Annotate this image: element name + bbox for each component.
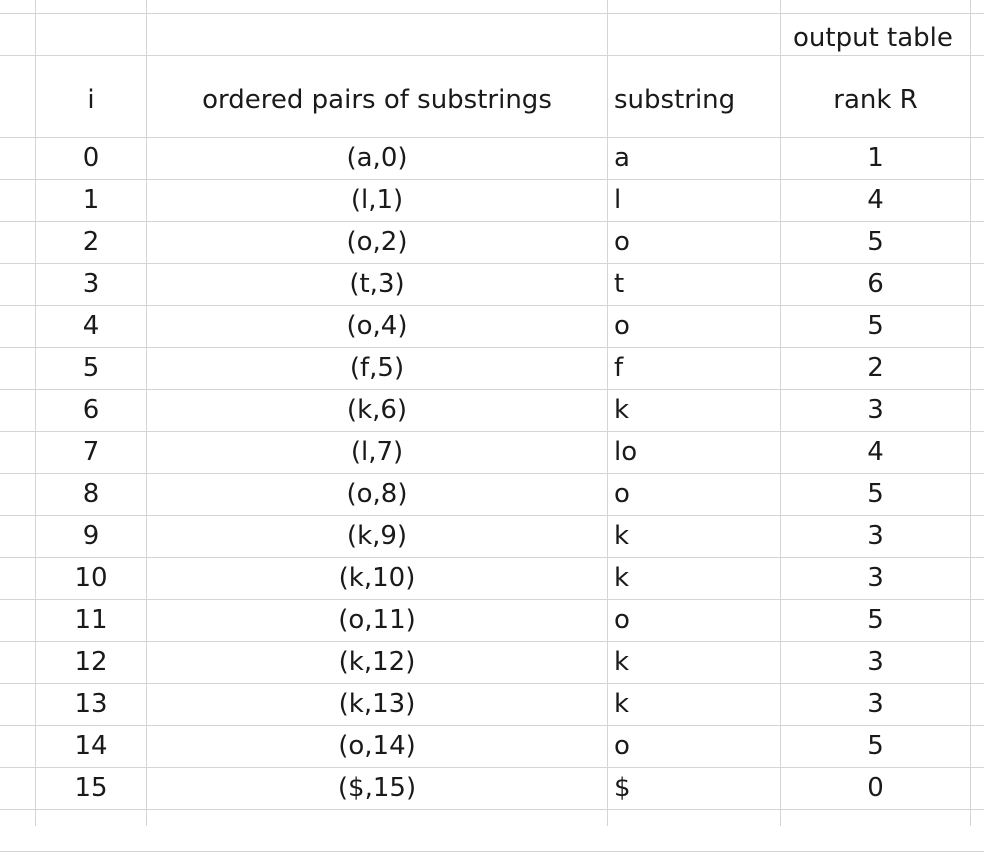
header-substring: substring bbox=[614, 87, 735, 113]
substring-cell: o bbox=[614, 229, 630, 255]
rank-cell: 6 bbox=[781, 271, 970, 297]
ordered-pair-cell: ($,15) bbox=[147, 775, 607, 801]
row-index-cell: 8 bbox=[36, 481, 146, 507]
grid-row-line bbox=[0, 347, 984, 348]
row-index-cell: 1 bbox=[36, 187, 146, 213]
rank-cell: 5 bbox=[781, 481, 970, 507]
grid-row-line bbox=[0, 557, 984, 558]
grid-column-line bbox=[970, 0, 971, 826]
rank-cell: 3 bbox=[781, 523, 970, 549]
substring-cell: o bbox=[614, 607, 630, 633]
row-index-cell: 11 bbox=[36, 607, 146, 633]
row-index-cell: 0 bbox=[36, 145, 146, 171]
row-index-cell: 15 bbox=[36, 775, 146, 801]
grid-row-line bbox=[0, 767, 984, 768]
row-index-cell: 3 bbox=[36, 271, 146, 297]
rank-cell: 5 bbox=[781, 733, 970, 759]
grid-row-line bbox=[0, 137, 984, 138]
row-index-cell: 4 bbox=[36, 313, 146, 339]
grid-row-line bbox=[0, 389, 984, 390]
substring-cell: k bbox=[614, 397, 629, 423]
row-index-cell: 5 bbox=[36, 355, 146, 381]
row-index-cell: 14 bbox=[36, 733, 146, 759]
substring-cell: o bbox=[614, 313, 630, 339]
substring-cell: a bbox=[614, 145, 630, 171]
rank-cell: 4 bbox=[781, 187, 970, 213]
ordered-pair-cell: (k,6) bbox=[147, 397, 607, 423]
substring-cell: k bbox=[614, 691, 629, 717]
grid-row-line bbox=[0, 55, 984, 56]
substring-cell: t bbox=[614, 271, 624, 297]
row-index-cell: 9 bbox=[36, 523, 146, 549]
ordered-pair-cell: (l,7) bbox=[147, 439, 607, 465]
rank-cell: 3 bbox=[781, 397, 970, 423]
ordered-pair-cell: (o,4) bbox=[147, 313, 607, 339]
ordered-pair-cell: (o,14) bbox=[147, 733, 607, 759]
rank-cell: 3 bbox=[781, 691, 970, 717]
substring-cell: $ bbox=[614, 775, 631, 801]
grid-row-line bbox=[0, 725, 984, 726]
rank-cell: 3 bbox=[781, 649, 970, 675]
row-index-cell: 10 bbox=[36, 565, 146, 591]
grid-row-line bbox=[0, 263, 984, 264]
grid-row-line bbox=[0, 683, 984, 684]
rank-cell: 5 bbox=[781, 607, 970, 633]
grid-row-line bbox=[0, 431, 984, 432]
substring-cell: o bbox=[614, 733, 630, 759]
substring-cell: o bbox=[614, 481, 630, 507]
grid-row-line bbox=[0, 473, 984, 474]
grid-row-line bbox=[0, 515, 984, 516]
ordered-pair-cell: (a,0) bbox=[147, 145, 607, 171]
substring-cell: lo bbox=[614, 439, 637, 465]
grid-row-line bbox=[0, 599, 984, 600]
header-i: i bbox=[36, 87, 146, 113]
grid-row-line bbox=[0, 13, 984, 14]
substring-cell: k bbox=[614, 649, 629, 675]
substring-cell: k bbox=[614, 565, 629, 591]
ordered-pair-cell: (t,3) bbox=[147, 271, 607, 297]
ordered-pair-cell: (o,11) bbox=[147, 607, 607, 633]
substring-cell: l bbox=[614, 187, 621, 213]
row-index-cell: 2 bbox=[36, 229, 146, 255]
header-rank: rank R bbox=[781, 87, 970, 113]
output-table-title: output table bbox=[793, 25, 953, 51]
grid-row-line bbox=[0, 179, 984, 180]
rank-cell: 5 bbox=[781, 229, 970, 255]
rank-cell: 0 bbox=[781, 775, 970, 801]
row-index-cell: 6 bbox=[36, 397, 146, 423]
substring-cell: k bbox=[614, 523, 629, 549]
rank-cell: 3 bbox=[781, 565, 970, 591]
ordered-pair-cell: (l,1) bbox=[147, 187, 607, 213]
rank-cell: 2 bbox=[781, 355, 970, 381]
ordered-pair-cell: (k,13) bbox=[147, 691, 607, 717]
rank-cell: 5 bbox=[781, 313, 970, 339]
ordered-pair-cell: (k,10) bbox=[147, 565, 607, 591]
grid-row-line bbox=[0, 305, 984, 306]
ordered-pair-cell: (o,2) bbox=[147, 229, 607, 255]
row-index-cell: 13 bbox=[36, 691, 146, 717]
grid-row-line bbox=[0, 221, 984, 222]
ordered-pair-cell: (k,9) bbox=[147, 523, 607, 549]
ordered-pair-cell: (f,5) bbox=[147, 355, 607, 381]
grid-column-line bbox=[607, 0, 608, 826]
grid-row-line bbox=[0, 809, 984, 810]
rank-cell: 4 bbox=[781, 439, 970, 465]
substring-cell: f bbox=[614, 355, 623, 381]
row-index-cell: 7 bbox=[36, 439, 146, 465]
row-index-cell: 12 bbox=[36, 649, 146, 675]
rank-cell: 1 bbox=[781, 145, 970, 171]
header-ordered-pairs: ordered pairs of substrings bbox=[147, 87, 607, 113]
ordered-pair-cell: (o,8) bbox=[147, 481, 607, 507]
grid-row-line bbox=[0, 641, 984, 642]
spreadsheet-grid: output table i ordered pairs of substrin… bbox=[0, 0, 984, 826]
ordered-pair-cell: (k,12) bbox=[147, 649, 607, 675]
